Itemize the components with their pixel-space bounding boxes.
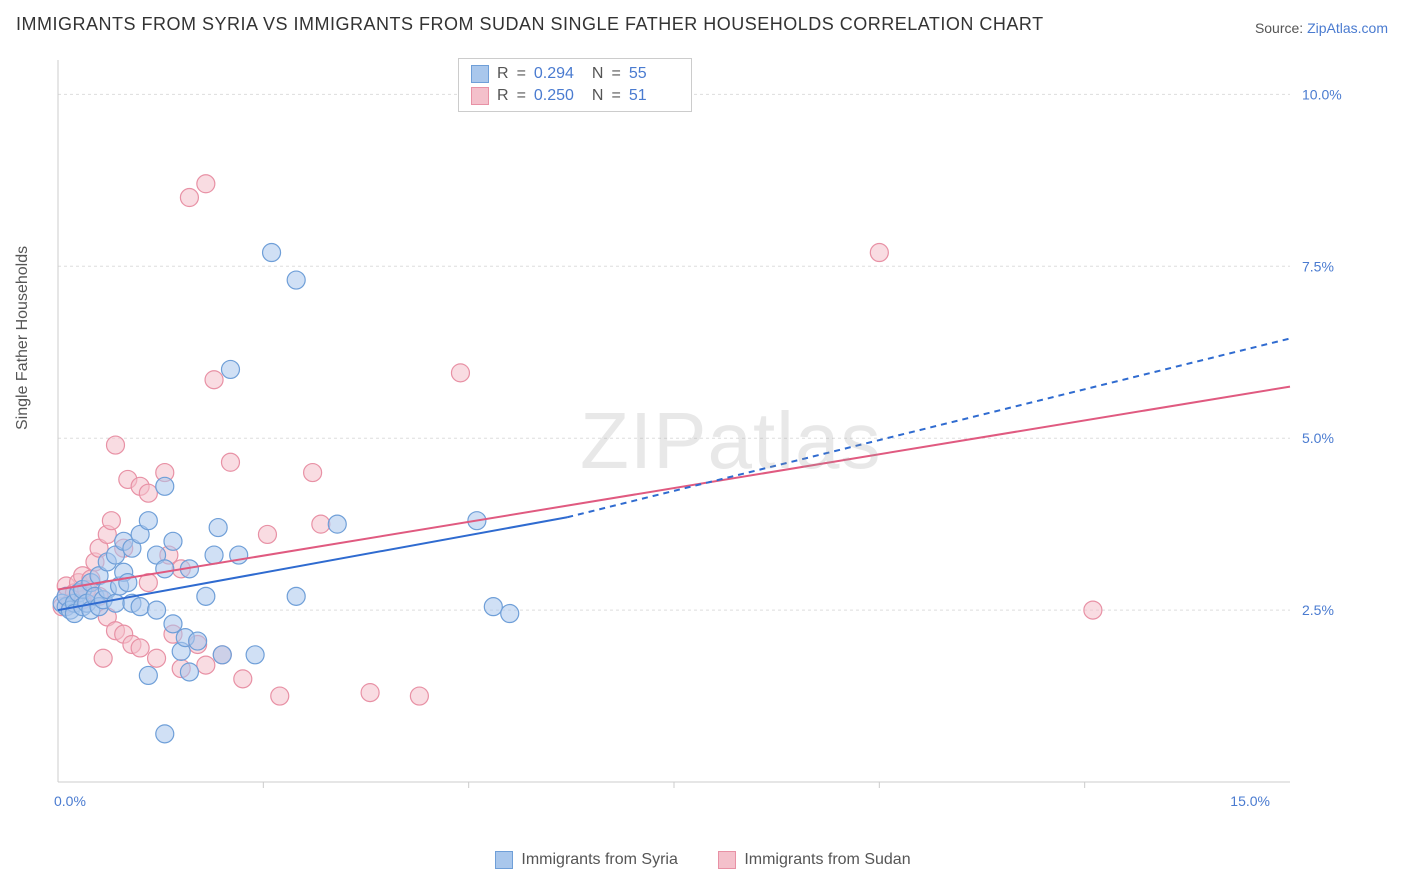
source-attribution: Source: ZipAtlas.com: [1255, 20, 1388, 36]
data-point-syria: [287, 587, 305, 605]
legend-label-sudan: Immigrants from Sudan: [744, 851, 910, 869]
y-axis-label: Single Father Households: [14, 246, 32, 430]
ytick-label: 10.0%: [1302, 86, 1342, 102]
data-point-sudan: [148, 649, 166, 667]
data-point-sudan: [106, 436, 124, 454]
data-point-syria: [197, 587, 215, 605]
data-point-sudan: [870, 244, 888, 262]
equals-sign: =: [517, 87, 526, 105]
data-point-syria: [156, 560, 174, 578]
swatch-syria: [495, 851, 513, 869]
source-label: Source:: [1255, 20, 1307, 36]
equals-sign: =: [611, 87, 620, 105]
data-point-sudan: [271, 687, 289, 705]
swatch-sudan: [471, 87, 489, 105]
data-point-sudan: [304, 464, 322, 482]
data-point-syria: [156, 477, 174, 495]
n-value-sudan: 51: [629, 87, 679, 105]
swatch-syria: [471, 65, 489, 83]
data-point-sudan: [410, 687, 428, 705]
data-point-syria: [131, 598, 149, 616]
chart-title: IMMIGRANTS FROM SYRIA VS IMMIGRANTS FROM…: [16, 14, 1044, 35]
r-label: R: [497, 87, 509, 105]
swatch-sudan: [718, 851, 736, 869]
data-point-syria: [180, 663, 198, 681]
data-point-sudan: [131, 639, 149, 657]
data-point-syria: [164, 532, 182, 550]
xtick-label: 15.0%: [1230, 793, 1270, 809]
data-point-syria: [139, 512, 157, 530]
data-point-syria: [148, 601, 166, 619]
trend-line-syria-dash: [567, 338, 1290, 517]
data-point-sudan: [102, 512, 120, 530]
data-point-sudan: [1084, 601, 1102, 619]
equals-sign: =: [517, 65, 526, 83]
data-point-sudan: [361, 684, 379, 702]
trend-line-sudan: [58, 387, 1290, 590]
data-point-sudan: [258, 525, 276, 543]
data-point-syria: [189, 632, 207, 650]
data-point-syria: [213, 646, 231, 664]
n-label: N: [592, 65, 604, 83]
data-point-sudan: [197, 175, 215, 193]
data-point-syria: [328, 515, 346, 533]
data-point-sudan: [451, 364, 469, 382]
n-label: N: [592, 87, 604, 105]
xtick-label: 0.0%: [54, 793, 86, 809]
scatter-chart: 2.5% 5.0% 7.5% 10.0% 0.0% 15.0%: [50, 50, 1350, 812]
ytick-label: 7.5%: [1302, 258, 1334, 274]
data-point-syria: [106, 594, 124, 612]
r-value-syria: 0.294: [534, 65, 584, 83]
ytick-label: 2.5%: [1302, 602, 1334, 618]
data-point-syria: [263, 244, 281, 262]
data-point-syria: [139, 666, 157, 684]
data-point-sudan: [197, 656, 215, 674]
data-point-syria: [205, 546, 223, 564]
data-point-syria: [209, 519, 227, 537]
r-value-sudan: 0.250: [534, 87, 584, 105]
data-point-sudan: [205, 371, 223, 389]
legend-stats-row-sudan: R = 0.250 N = 51: [471, 85, 679, 107]
data-point-sudan: [139, 484, 157, 502]
r-label: R: [497, 65, 509, 83]
ytick-label: 5.0%: [1302, 430, 1334, 446]
data-point-syria: [221, 360, 239, 378]
source-link[interactable]: ZipAtlas.com: [1307, 20, 1388, 36]
equals-sign: =: [611, 65, 620, 83]
data-point-sudan: [180, 189, 198, 207]
legend-item-syria: Immigrants from Syria: [495, 851, 677, 869]
n-value-syria: 55: [629, 65, 679, 83]
data-point-sudan: [312, 515, 330, 533]
data-point-syria: [501, 605, 519, 623]
data-point-syria: [287, 271, 305, 289]
data-point-sudan: [94, 649, 112, 667]
legend-series: Immigrants from Syria Immigrants from Su…: [0, 851, 1406, 874]
legend-stats-row-syria: R = 0.294 N = 55: [471, 63, 679, 85]
data-point-syria: [484, 598, 502, 616]
data-point-sudan: [221, 453, 239, 471]
legend-label-syria: Immigrants from Syria: [521, 851, 677, 869]
data-point-syria: [246, 646, 264, 664]
data-point-syria: [156, 725, 174, 743]
legend-stats: R = 0.294 N = 55 R = 0.250 N = 51: [458, 58, 692, 112]
data-point-sudan: [234, 670, 252, 688]
legend-item-sudan: Immigrants from Sudan: [718, 851, 910, 869]
